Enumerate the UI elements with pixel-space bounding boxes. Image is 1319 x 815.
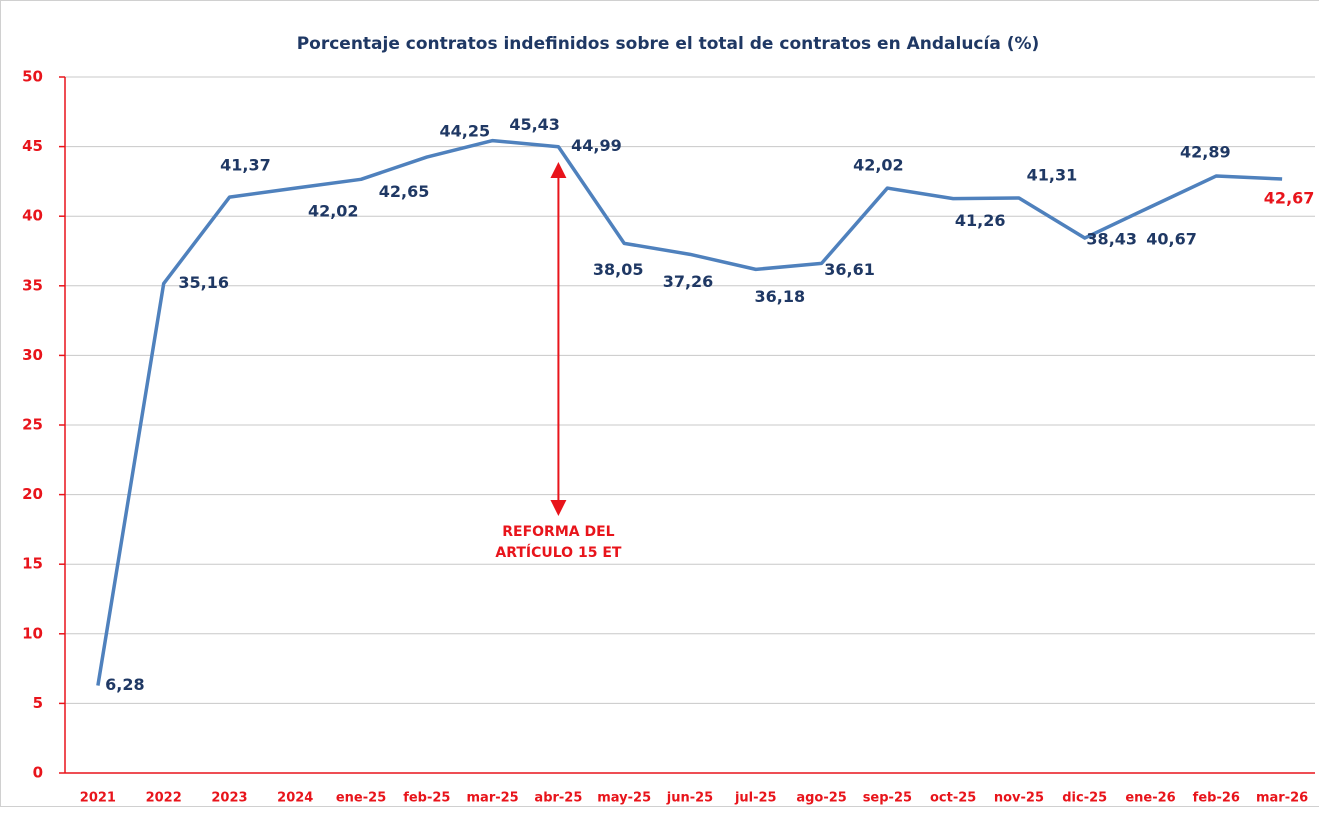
x-tick-label: mar-25 [467, 791, 519, 806]
data-label: 45,43 [509, 115, 560, 134]
data-label: 41,26 [955, 211, 1006, 230]
x-tick-label: nov-25 [994, 791, 1044, 806]
y-tick-label: 25 [22, 416, 43, 434]
x-tick-label: jul-25 [734, 791, 777, 806]
data-label: 42,02 [853, 156, 904, 175]
data-label: 37,26 [663, 272, 714, 291]
y-tick-label: 5 [33, 694, 43, 712]
data-label: 35,16 [178, 273, 229, 292]
x-tick-label: ene-25 [336, 791, 386, 806]
x-tick-label: abr-25 [534, 791, 582, 806]
data-label: 42,65 [379, 182, 430, 201]
y-tick-label: 45 [22, 137, 43, 155]
chart-title: Porcentaje contratos indefinidos sobre e… [297, 34, 1040, 54]
x-tick-label: may-25 [597, 791, 651, 806]
data-label: 42,89 [1180, 142, 1231, 161]
data-label: 6,28 [105, 675, 144, 694]
data-label: 36,18 [754, 287, 805, 306]
x-tick-label: feb-26 [1193, 791, 1240, 806]
x-tick-label: 2023 [211, 791, 247, 806]
y-tick-label: 40 [22, 207, 43, 225]
y-tick-label: 30 [22, 346, 43, 364]
data-label: 38,43 [1086, 230, 1137, 249]
x-tick-label: mar-26 [1256, 791, 1308, 806]
y-tick-label: 50 [22, 68, 43, 86]
data-label: 41,31 [1027, 165, 1078, 184]
x-tick-label: feb-25 [403, 791, 450, 806]
data-label: 42,02 [308, 202, 359, 221]
x-tick-label: jun-25 [666, 791, 713, 806]
x-tick-label: oct-25 [930, 791, 976, 806]
y-tick-label: 10 [22, 624, 43, 642]
data-label: 44,25 [440, 122, 491, 141]
x-tick-label: sep-25 [863, 791, 912, 806]
x-tick-label: ene-26 [1125, 791, 1175, 806]
x-tick-label: 2024 [277, 791, 313, 806]
x-tick-label: ago-25 [796, 791, 847, 806]
y-tick-label: 35 [22, 276, 43, 294]
data-label: 42,67 [1264, 189, 1315, 208]
data-label: 38,05 [593, 260, 644, 279]
annotation-text: REFORMA DEL [502, 524, 614, 540]
y-tick-label: 0 [33, 764, 43, 782]
x-tick-label: 2021 [80, 791, 116, 806]
annotation-text: ARTÍCULO 15 ET [495, 544, 622, 561]
y-tick-label: 15 [22, 555, 43, 573]
x-tick-label: 2022 [146, 791, 182, 806]
data-label: 44,99 [571, 136, 622, 155]
data-line [96, 138, 1283, 686]
x-tick-label: dic-25 [1062, 791, 1107, 806]
data-label: 36,61 [824, 260, 875, 279]
y-tick-label: 20 [22, 485, 43, 503]
data-label: 41,37 [220, 156, 271, 175]
data-label: 40,67 [1146, 229, 1197, 248]
